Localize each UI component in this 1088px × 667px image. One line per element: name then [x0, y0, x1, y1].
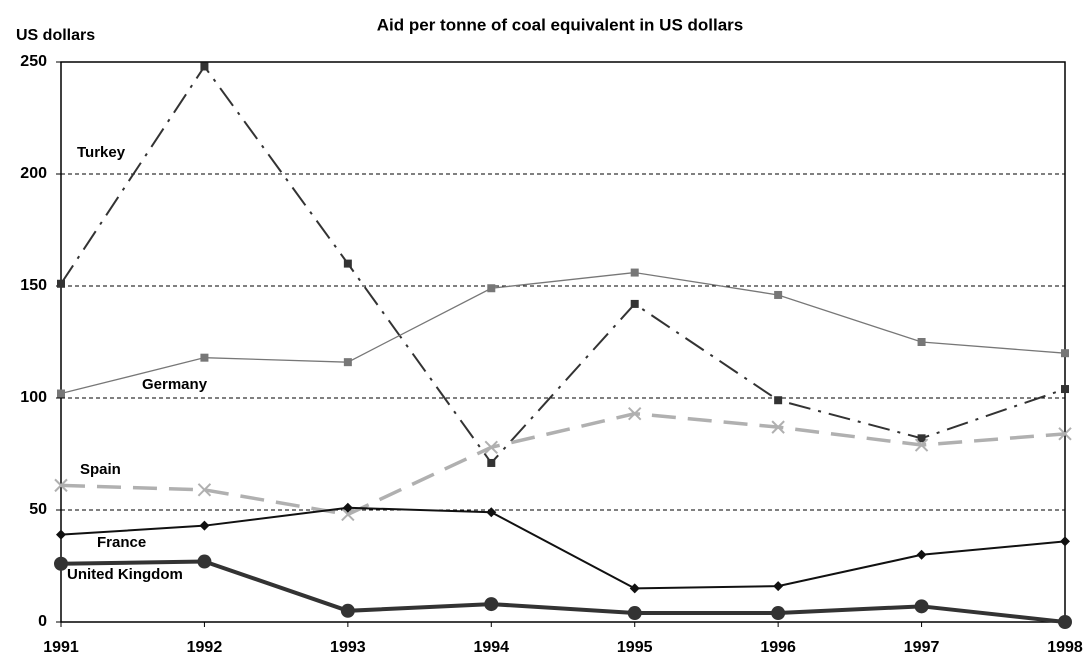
x-tick-label: 1991 — [43, 639, 79, 656]
marker — [628, 406, 642, 421]
y-tick-label: 100 — [20, 389, 47, 406]
marker — [197, 483, 212, 497]
plot-border — [60, 61, 1066, 623]
marker — [630, 268, 639, 277]
x-tick-label: 1992 — [187, 639, 223, 656]
marker — [484, 597, 499, 612]
marker — [916, 549, 927, 560]
marker — [1060, 536, 1070, 547]
y-tick-label: 150 — [20, 277, 47, 294]
marker — [773, 581, 784, 592]
marker — [774, 290, 783, 299]
series-line — [60, 271, 1066, 395]
series-label: France — [97, 534, 146, 551]
marker — [342, 502, 353, 513]
marker — [340, 603, 355, 618]
marker — [771, 606, 786, 621]
chart-title: Aid per tonne of coal equivalent in US d… — [377, 15, 744, 34]
marker — [627, 606, 642, 621]
marker — [487, 284, 496, 293]
marker — [1061, 385, 1069, 394]
series-label: Spain — [80, 461, 121, 478]
marker — [771, 420, 785, 434]
marker — [914, 438, 929, 452]
marker — [484, 440, 498, 454]
x-tick-label: 1996 — [760, 639, 796, 656]
x-tick-label: 1995 — [617, 639, 653, 656]
marker — [630, 299, 639, 308]
x-tick-label: 1994 — [473, 639, 509, 656]
y-axis-label: US dollars — [16, 27, 95, 44]
marker — [343, 358, 352, 367]
series-label: Germany — [142, 376, 208, 393]
y-tick-label: 250 — [20, 53, 47, 70]
marker — [1061, 349, 1069, 358]
marker — [1058, 615, 1072, 629]
x-tick-label: 1997 — [904, 639, 940, 656]
marker — [343, 259, 352, 268]
series-line — [60, 506, 1066, 590]
marker — [1058, 427, 1072, 441]
marker — [629, 583, 640, 594]
marker — [917, 338, 926, 346]
series-line — [60, 64, 1066, 465]
y-tick-label: 0 — [38, 613, 47, 630]
series-label: United Kingdom — [67, 566, 183, 583]
y-tick-label: 200 — [20, 165, 47, 182]
marker — [200, 353, 209, 362]
series-label: Turkey — [77, 144, 126, 161]
marker — [54, 478, 68, 493]
marker — [200, 62, 209, 71]
y-tick-label: 50 — [29, 501, 47, 518]
marker — [197, 554, 212, 569]
marker — [917, 434, 926, 443]
marker — [57, 279, 65, 288]
series-line — [60, 411, 1066, 517]
marker — [56, 529, 66, 540]
marker — [774, 396, 783, 405]
x-tick-label: 1998 — [1047, 639, 1083, 656]
marker — [914, 599, 929, 614]
marker — [486, 507, 497, 518]
series-line — [60, 559, 1066, 624]
marker — [487, 458, 496, 467]
marker — [199, 520, 210, 531]
marker — [341, 507, 355, 522]
marker — [54, 556, 68, 571]
x-tick-label: 1993 — [330, 639, 366, 656]
marker — [57, 389, 65, 398]
